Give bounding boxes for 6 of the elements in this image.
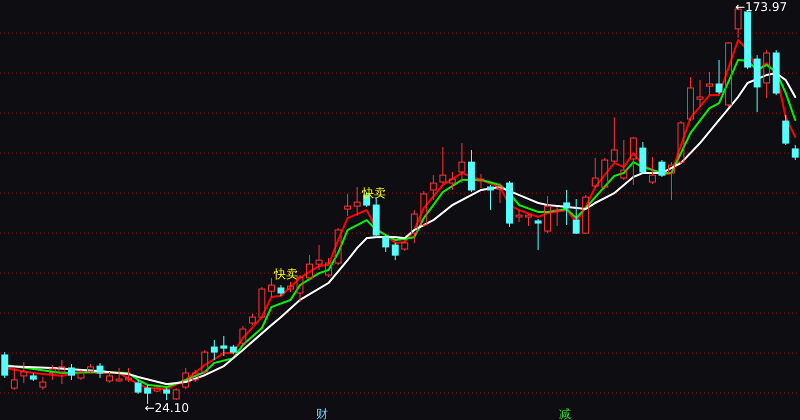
annotation: ←173.97 — [735, 0, 788, 14]
annotation: 快卖 — [273, 267, 298, 281]
text: 减 — [559, 407, 571, 420]
annotation: 快卖 — [361, 186, 386, 200]
text: 财 — [316, 407, 328, 420]
annotation: ←24.10 — [144, 401, 190, 415]
